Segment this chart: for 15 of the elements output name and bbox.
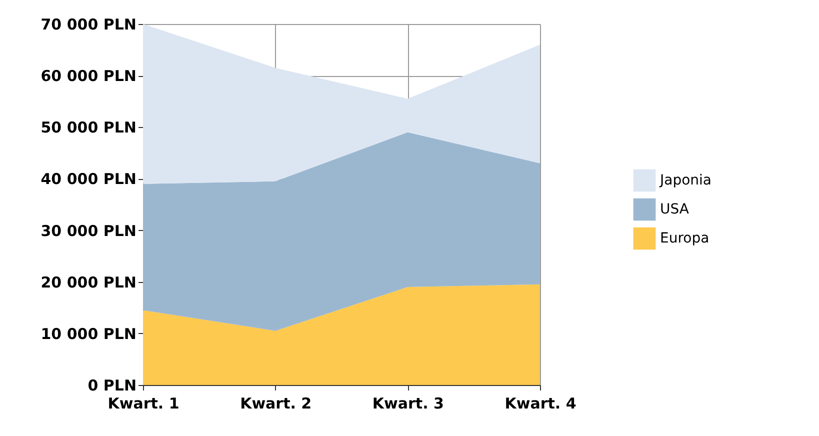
y-tick-label: 70 000 PLN — [40, 16, 136, 34]
y-tick-label: 0 PLN — [88, 376, 136, 394]
legend-label: Europa — [660, 230, 710, 246]
y-tick-label: 60 000 PLN — [40, 67, 136, 86]
y-tick-label: 10 000 PLN — [40, 324, 136, 343]
x-tick-label: Kwart. 4 — [504, 394, 576, 412]
y-tick-label: 50 000 PLN — [40, 118, 136, 137]
y-tick-label: 30 000 PLN — [40, 222, 136, 240]
legend-label: USA — [660, 202, 690, 218]
x-tick-label: Kwart. 2 — [240, 394, 312, 412]
x-tick-label: Kwart. 1 — [108, 394, 180, 412]
y-tick-label: 40 000 PLN — [40, 170, 136, 188]
y-tick-label: 20 000 PLN — [40, 273, 136, 292]
legend-label: Japonia — [659, 172, 712, 188]
x-tick-label: Kwart. 3 — [372, 394, 444, 412]
